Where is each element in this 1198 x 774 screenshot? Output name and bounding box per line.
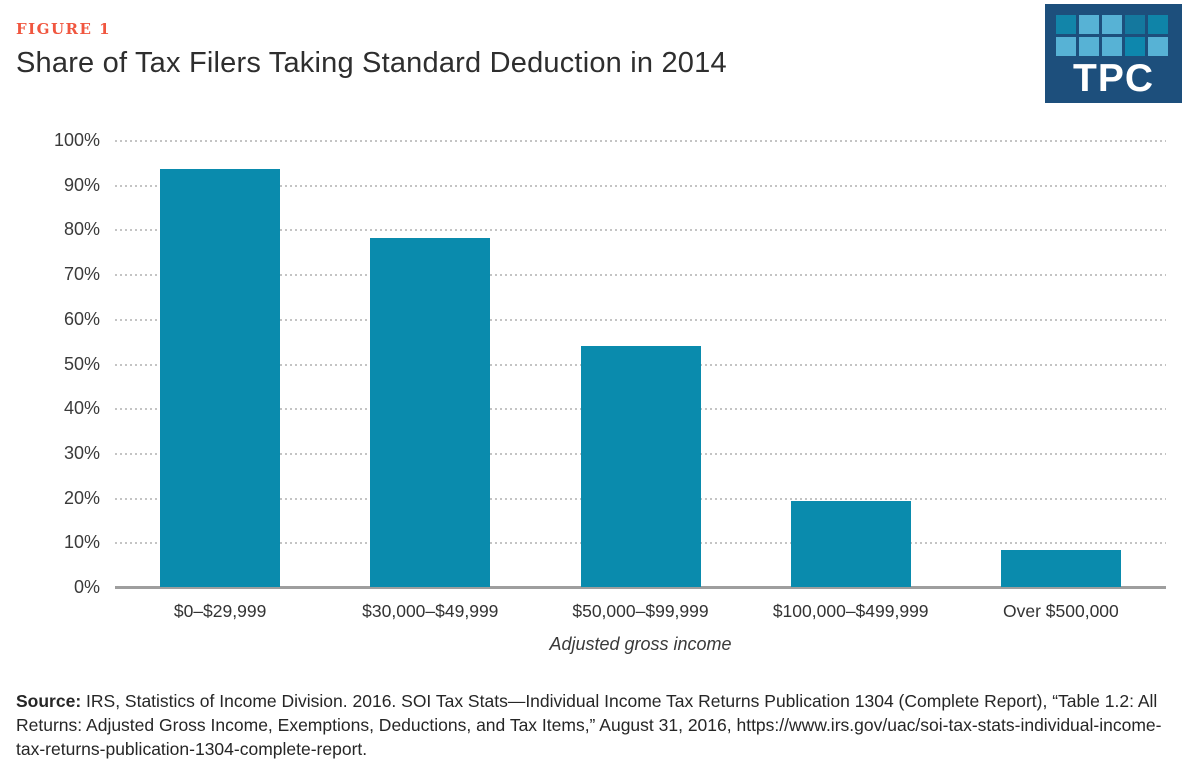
y-axis-tick-label-90: 90% (63, 174, 100, 195)
y-axis-tick-label-70: 70% (63, 264, 100, 285)
y-axis-tick-label-0: 0% (73, 577, 100, 597)
logo-square-5 (1148, 15, 1168, 34)
bar-1 (160, 169, 281, 587)
x-axis-category-label-4: $100,000–$499,999 (772, 601, 929, 621)
page-title: Share of Tax Filers Taking Standard Dedu… (16, 47, 727, 79)
gridline-80 (115, 229, 1166, 232)
tpc-logo-squares-icon (1045, 4, 1182, 56)
x-axis-line (115, 586, 1166, 589)
y-axis-tick-label-60: 60% (63, 308, 100, 329)
y-axis-tick-label-10: 10% (63, 532, 100, 553)
x-axis-category-label-3: $50,000–$99,999 (572, 601, 709, 621)
logo-square-9 (1125, 37, 1145, 56)
gridline-90 (115, 184, 1166, 187)
bar-chart: 100% 90% 80% 70% 60% 50% 40% 30% 20% 10% 0% $0–$29,… (16, 128, 1182, 628)
gridline-70 (115, 274, 1166, 277)
bar-5 (1000, 549, 1121, 587)
tpc-logo: TPC (1045, 4, 1182, 103)
logo-square-7 (1079, 37, 1099, 56)
gridline-100 (115, 140, 1166, 142)
tpc-logo-text: TPC (1073, 57, 1154, 100)
source-text: IRS, Statistics of Income Division. 2016… (16, 691, 1162, 759)
bar-2 (370, 238, 491, 587)
logo-square-10 (1148, 37, 1168, 56)
y-axis-tick-label-80: 80% (63, 219, 100, 240)
bar-3 (580, 345, 701, 587)
x-axis-category-label-2: $30,000–$49,999 (362, 601, 499, 621)
logo-square-1 (1056, 15, 1076, 34)
y-axis-tick-label-100: 100% (53, 130, 100, 150)
gridline-60 (115, 318, 1166, 321)
y-axis-tick-label-50: 50% (63, 353, 100, 374)
x-axis-category-label-1: $0–$29,999 (173, 601, 267, 621)
y-axis-tick-label-40: 40% (63, 398, 100, 419)
logo-square-8 (1102, 37, 1122, 56)
source-label: Source: (16, 691, 82, 711)
logo-square-4 (1125, 15, 1145, 34)
logo-square-6 (1056, 37, 1076, 56)
y-axis-tick-label-30: 30% (63, 442, 100, 463)
logo-square-2 (1079, 15, 1099, 34)
x-axis-category-label-5: Over $500,000 (1003, 601, 1119, 621)
source-note: Source: IRS, Statistics of Income Divisi… (16, 689, 1182, 761)
x-axis-title: Adjusted gross income (549, 634, 732, 654)
logo-square-3 (1102, 15, 1122, 34)
figure-number-label: FIGURE 1 (16, 20, 112, 38)
figure-header: FIGURE 1 Share of Tax Filers Taking Stan… (16, 4, 1182, 104)
y-axis-tick-label-20: 20% (63, 487, 100, 508)
bar-4 (790, 500, 911, 587)
